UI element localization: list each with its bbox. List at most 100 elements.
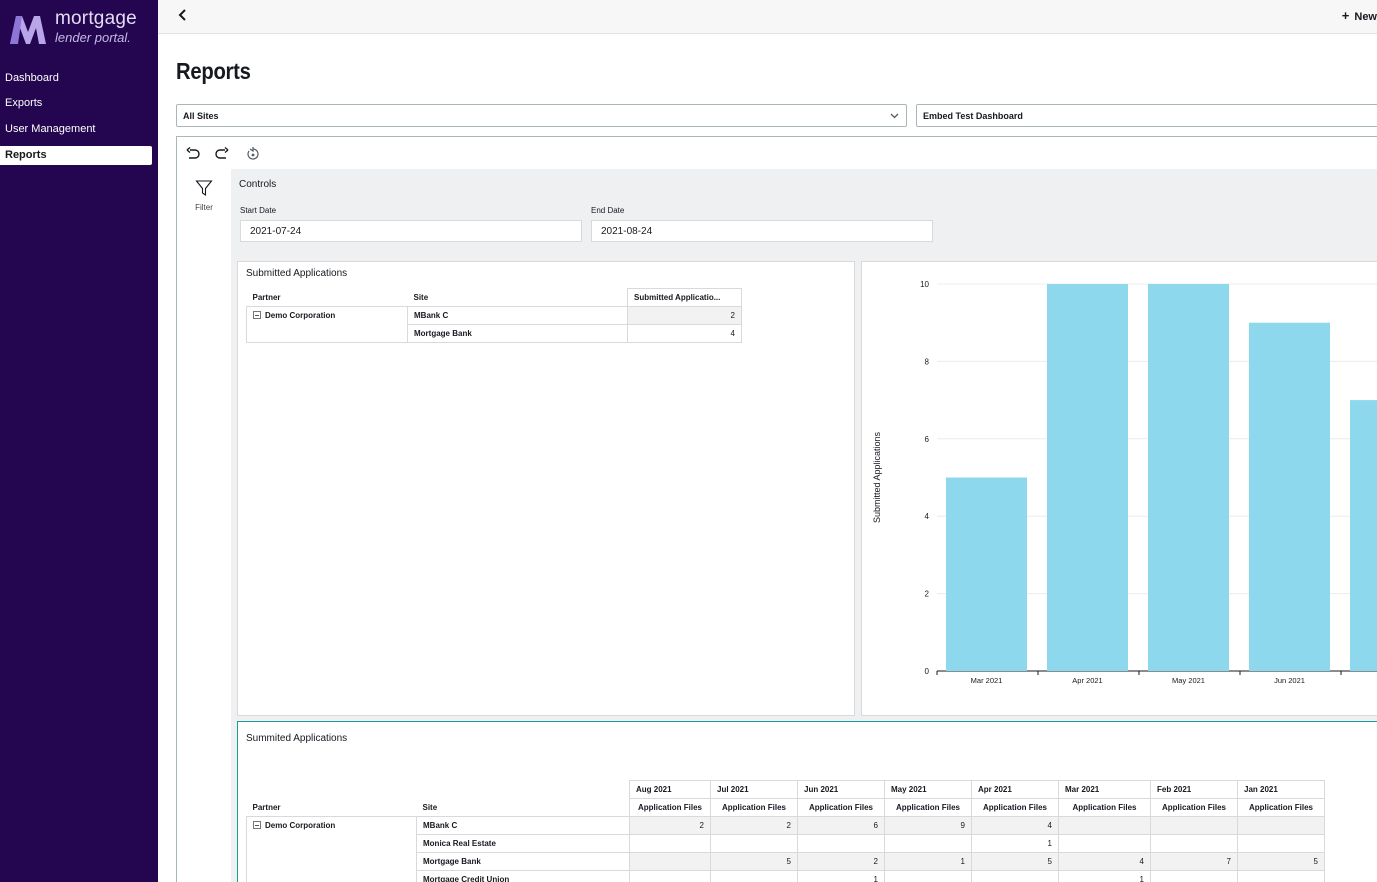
monthly-applications-table: Aug 2021 Jul 2021 Jun 2021 May 2021 Apr 2021…: [246, 780, 1325, 882]
filter-label: Filter: [195, 203, 213, 212]
nav-item-dashboard[interactable]: Dashboard: [5, 72, 59, 84]
value-cell: [1058, 816, 1151, 835]
x-tick-label: Mar 2021: [971, 676, 1003, 685]
collapse-icon[interactable]: [253, 821, 261, 829]
application-files-header: Application Files: [710, 798, 798, 817]
panel-title: Summited Applications: [246, 733, 348, 744]
value-cell: 7: [1150, 852, 1238, 871]
month-header[interactable]: Jul 2021: [710, 780, 798, 799]
value-cell: 1: [884, 852, 972, 871]
partner-cell: Demo Corporation: [246, 306, 408, 343]
filter-icon: [195, 180, 213, 197]
value-cell: 4: [1058, 852, 1151, 871]
application-files-header: Application Files: [1237, 798, 1325, 817]
value-cell: [797, 834, 885, 853]
column-header-site[interactable]: Site: [407, 288, 628, 307]
site-cell: Mortgage Bank: [416, 852, 630, 871]
month-header[interactable]: May 2021: [884, 780, 972, 799]
value-cell: 5: [710, 852, 798, 871]
partner-name: Demo Corporation: [265, 821, 336, 830]
end-date-label: End Date: [591, 206, 625, 215]
redo-icon[interactable]: [214, 146, 230, 162]
value-cell: [1150, 816, 1238, 835]
summited-applications-table-panel[interactable]: Summited Applications Aug 2021 Jul 2021 Ju…: [237, 721, 1377, 882]
value-cell: [971, 870, 1059, 882]
month-header[interactable]: Jan 2021: [1237, 780, 1325, 799]
value-cell: [1150, 834, 1238, 853]
x-tick-label: Jun 2021: [1274, 676, 1305, 685]
site-cell: MBank C: [407, 306, 628, 325]
value-cell: [710, 870, 798, 882]
nav-item-reports[interactable]: Reports: [0, 146, 152, 165]
bar: [946, 477, 1027, 671]
column-header-site[interactable]: Site: [416, 798, 630, 817]
site-cell: MBank C: [416, 816, 630, 835]
y-axis-label: Submitted Applications: [872, 431, 882, 523]
value-cell: 6: [797, 816, 885, 835]
brand-logo[interactable]: mortgage lender portal.: [8, 8, 156, 46]
new-button[interactable]: + New: [1342, 8, 1377, 23]
submitted-applications-table: Partner Site Submitted Applicatio... Dem…: [246, 288, 742, 343]
panel-title: Submitted Applications: [246, 268, 348, 279]
plus-icon: +: [1341, 8, 1350, 23]
submitted-applications-table-panel[interactable]: Submitted Applications Partner Site Subm…: [237, 261, 855, 716]
column-header-partner[interactable]: Partner: [246, 798, 417, 817]
undo-icon[interactable]: [185, 146, 201, 162]
value-cell: [1237, 834, 1325, 853]
bar: [1047, 284, 1128, 671]
month-header[interactable]: Mar 2021: [1058, 780, 1151, 799]
chevron-down-icon: [890, 113, 899, 119]
value-cell: 9: [884, 816, 972, 835]
brand-name: mortgage: [55, 8, 137, 29]
value-cell: 4: [627, 324, 742, 343]
value-cell: 4: [971, 816, 1059, 835]
month-header[interactable]: Apr 2021: [971, 780, 1059, 799]
chevron-left-icon[interactable]: [176, 8, 190, 22]
site-cell: Mortgage Bank: [407, 324, 628, 343]
value-cell: 2: [629, 816, 711, 835]
dashboard-frame: Filter Controls Start Date 2021-07-24 En…: [176, 136, 1377, 882]
value-cell: [1237, 870, 1325, 882]
month-header[interactable]: Aug 2021: [629, 780, 711, 799]
value-cell: 1: [971, 834, 1059, 853]
bar: [1148, 284, 1229, 671]
nav-item-exports[interactable]: Exports: [5, 97, 43, 109]
start-date-input[interactable]: 2021-07-24: [240, 220, 582, 242]
dashboard-select[interactable]: Embed Test Dashboard: [916, 104, 1377, 127]
controls-title: Controls: [239, 179, 277, 190]
month-header[interactable]: Jun 2021: [797, 780, 885, 799]
top-bar: + New: [158, 0, 1377, 34]
value-cell: [629, 870, 711, 882]
y-tick-label: 0: [925, 667, 930, 676]
y-tick-label: 4: [925, 512, 930, 521]
nav-item-user-management[interactable]: User Management: [5, 123, 96, 135]
value-cell: 2: [710, 816, 798, 835]
value-cell: [884, 870, 972, 882]
dashboard-select-value: Embed Test Dashboard: [923, 111, 1023, 121]
column-header-partner[interactable]: Partner: [246, 288, 408, 307]
site-select[interactable]: All Sites: [176, 104, 907, 127]
value-cell: 1: [797, 870, 885, 882]
partner-name: Demo Corporation: [265, 311, 336, 320]
sidebar: mortgage lender portal. Dashboard Export…: [0, 0, 158, 882]
page-title: Reports: [176, 58, 251, 84]
y-tick-label: 10: [920, 280, 929, 289]
reset-icon[interactable]: [245, 146, 261, 162]
collapse-icon[interactable]: [253, 311, 261, 319]
end-date-input[interactable]: 2021-08-24: [591, 220, 933, 242]
value-cell: [710, 834, 798, 853]
y-tick-label: 6: [925, 435, 930, 444]
value-cell: 5: [1237, 852, 1325, 871]
site-select-value: All Sites: [183, 111, 219, 121]
application-files-header: Application Files: [971, 798, 1059, 817]
new-button-label: New: [1354, 11, 1377, 23]
filter-button[interactable]: Filter: [189, 179, 219, 212]
partner-cell: Demo Corporation: [246, 816, 417, 882]
month-header[interactable]: Feb 2021: [1150, 780, 1238, 799]
value-cell: [884, 834, 972, 853]
column-header-submitted-applications[interactable]: Submitted Applicatio...: [627, 288, 742, 307]
logo-mark-icon: [10, 16, 46, 44]
value-cell: 2: [627, 306, 742, 325]
